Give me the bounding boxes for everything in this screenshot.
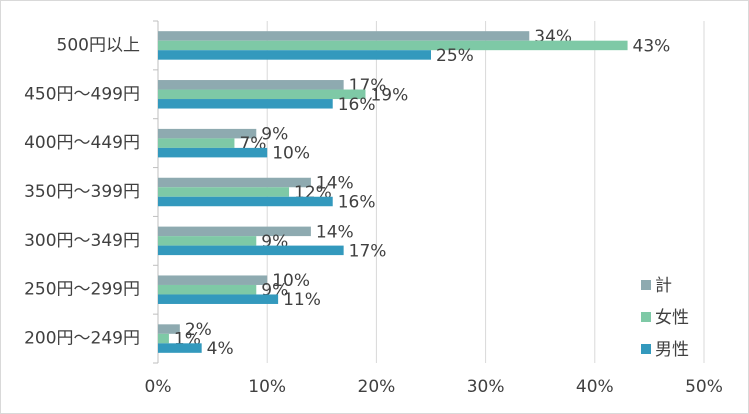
bar-計-350円～399円 <box>158 177 311 188</box>
category-label: 350円～399円 <box>24 182 140 202</box>
bar-計-300円～349円 <box>158 226 311 237</box>
bar-計-400円～449円 <box>158 128 257 139</box>
x-tick-label: 40% <box>576 377 614 397</box>
bar-男性-250円～299円 <box>158 294 279 304</box>
bar-女性-250円～299円 <box>158 284 257 295</box>
category-label: 450円～499円 <box>24 84 140 104</box>
bar-女性-350円～399円 <box>158 187 290 197</box>
data-label: 11% <box>283 290 321 310</box>
data-label: 43% <box>633 36 671 56</box>
data-label: 25% <box>436 46 474 66</box>
data-label: 10% <box>272 144 310 164</box>
bar-男性-500円以上 <box>158 50 431 60</box>
bar-男性-450円～499円 <box>158 99 333 109</box>
x-tick-label: 20% <box>358 377 396 397</box>
bar-計-250円～299円 <box>158 275 268 285</box>
data-label: 9% <box>261 125 288 145</box>
bar-計-450円～499円 <box>158 80 344 90</box>
data-label: 14% <box>316 222 354 242</box>
legend-swatch <box>641 280 651 290</box>
legend-swatch <box>641 312 651 322</box>
data-label: 2% <box>185 320 212 340</box>
bar-計-500円以上 <box>158 31 530 41</box>
data-label: 16% <box>338 95 376 115</box>
data-label: 4% <box>207 339 234 359</box>
x-tick-label: 0% <box>145 377 172 397</box>
bar-女性-400円～449円 <box>158 138 235 148</box>
bar-女性-450円～499円 <box>158 89 366 100</box>
bar-男性-200円～249円 <box>158 343 202 353</box>
x-tick-label: 50% <box>685 377 723 397</box>
legend-swatch <box>641 344 651 354</box>
category-label: 200円～249円 <box>24 329 140 349</box>
bar-男性-300円～349円 <box>158 245 344 256</box>
data-label: 10% <box>272 271 310 291</box>
data-label: 16% <box>338 193 376 213</box>
x-tick-label: 10% <box>248 377 286 397</box>
category-label: 500円以上 <box>57 35 140 55</box>
bar-計-200円～249円 <box>158 324 180 334</box>
legend-label: 女性 <box>655 308 689 328</box>
category-label: 400円～449円 <box>24 133 140 153</box>
legend-label: 男性 <box>655 340 689 360</box>
bar-女性-500円以上 <box>158 40 628 51</box>
data-label: 14% <box>316 174 354 194</box>
x-tick-label: 30% <box>467 377 505 397</box>
data-label: 17% <box>349 241 387 261</box>
category-label: 250円～299円 <box>24 280 140 300</box>
bar-女性-300円～349円 <box>158 236 257 246</box>
bar-男性-350円～399円 <box>158 196 333 207</box>
data-label: 19% <box>370 85 408 105</box>
bar-女性-200円～249円 <box>158 333 169 344</box>
legend-label: 計 <box>655 276 672 296</box>
category-label: 300円～349円 <box>24 231 140 251</box>
bar-男性-400円～449円 <box>158 147 268 158</box>
